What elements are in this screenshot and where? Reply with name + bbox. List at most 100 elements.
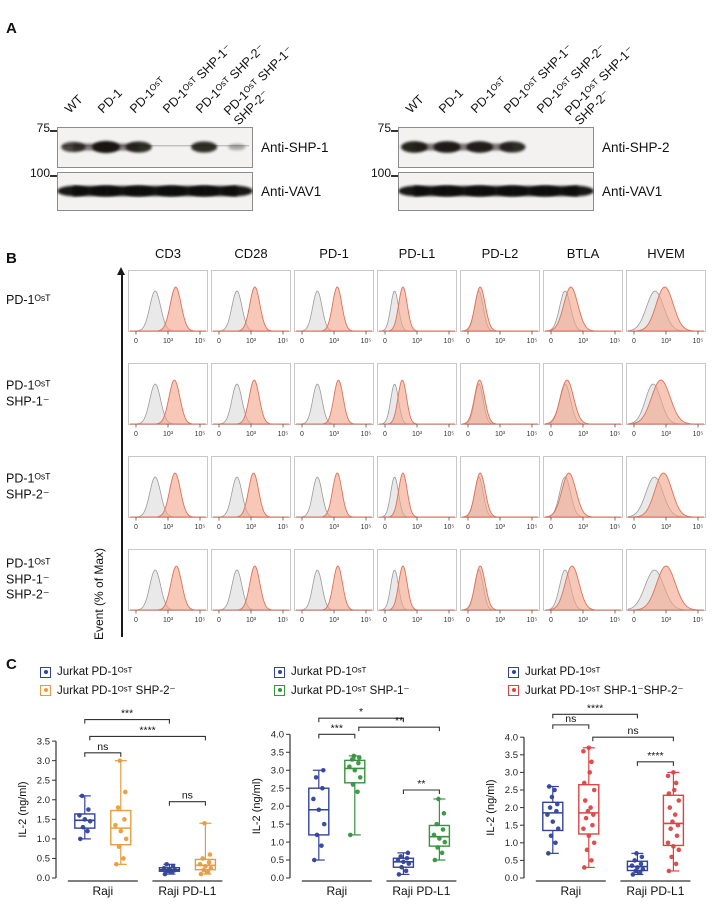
x-tick-label: 10³: [412, 338, 423, 345]
data-point: [440, 827, 446, 832]
data-point: [673, 861, 679, 867]
x-tick-label: 10³: [246, 338, 257, 345]
y-tick-label: 3.0: [505, 768, 518, 779]
row-label: PD-1ᴼˢᵀ SHP-2⁻: [6, 471, 51, 501]
x-tick-label: 0: [466, 338, 470, 345]
column-header-pd-l1: PD-L1: [398, 246, 436, 261]
x-tick-label: 10³: [495, 431, 506, 438]
x-tick-label: 10⁵: [444, 524, 455, 531]
blot-membrane: [398, 127, 594, 211]
sample-histogram: [213, 565, 289, 611]
data-point: [86, 807, 91, 812]
data-point: [667, 805, 673, 810]
data-point: [201, 867, 206, 873]
x-tick-label: 0: [300, 524, 304, 531]
x-tick-label: 0: [300, 617, 304, 624]
data-point: [118, 828, 124, 834]
x-tick-label: 10³: [329, 617, 340, 624]
x-group-label: Raji: [92, 884, 113, 898]
x-tick-label: 10³: [578, 524, 589, 531]
x-tick-label: 0: [300, 431, 304, 438]
x-tick-label: 0: [466, 617, 470, 624]
x-tick-label: 0: [632, 338, 636, 345]
data-point: [198, 871, 204, 877]
legend-label: Jurkat PD-1ᴼˢᵀ: [57, 666, 133, 678]
sample-histogram: [545, 565, 621, 611]
data-point: [635, 865, 640, 870]
data-point: [348, 832, 353, 838]
y-tick-label: 1.0: [271, 837, 284, 848]
y-tick-label: 1.0: [505, 838, 518, 849]
x-tick-label: 0: [134, 431, 138, 438]
sample-histogram: [130, 379, 206, 425]
sample-histogram: [628, 565, 704, 611]
significance-bracket: [84, 719, 170, 724]
data-point: [207, 852, 213, 857]
sample-histogram: [544, 472, 621, 518]
data-point: [640, 866, 646, 872]
x-tick-label: 10³: [661, 338, 672, 345]
blot-band-bridge: [138, 186, 172, 196]
data-point: [437, 836, 442, 841]
mw-marker-bottom: 100: [29, 166, 50, 180]
x-tick-label: 10³: [246, 524, 257, 531]
x-tick-label: 0: [549, 524, 553, 531]
y-tick-label: 1.5: [271, 819, 284, 830]
legend-marker-icon: [508, 684, 519, 696]
significance-label: ns: [97, 741, 108, 753]
data-point: [202, 820, 207, 826]
hist-pd-l2-row4: 0 10³ 10⁵: [460, 549, 540, 624]
hist-cd3-row2: 0 10³ 10⁵: [128, 363, 208, 438]
boxplot-3: 0.0 0.5 1.0 1.5 2.0 2.5 3.0 3.5 4.0 IL-2 (ng/ml) R…: [485, 702, 691, 898]
antibody-label-top: Anti-SHP-1: [261, 140, 329, 155]
blot-band-bridge: [512, 186, 546, 196]
x-tick-label: 10³: [246, 617, 257, 624]
significance-label: ***: [331, 722, 343, 734]
mw-marker-bottom: 100: [370, 166, 391, 180]
data-point: [117, 758, 123, 763]
blot-band-bridge: [106, 143, 139, 151]
column-header-cd3: CD3: [154, 246, 181, 261]
blot-band-bridge: [447, 143, 480, 151]
legend-label: Jurkat PD-1ᴼˢᵀ: [525, 666, 601, 678]
column-header-hvem: HVEM: [647, 246, 685, 261]
sample-histogram: [379, 472, 455, 518]
data-point: [316, 807, 322, 813]
y-tick-label: 0.0: [271, 873, 284, 884]
sample-histogram: [379, 286, 455, 332]
data-point: [431, 832, 437, 838]
data-point: [589, 858, 594, 863]
data-point: [584, 847, 590, 853]
x-tick-label: 10³: [329, 524, 340, 531]
x-tick-label: 0: [549, 617, 553, 624]
sample-histogram: [296, 472, 372, 518]
hist-cd28-row4: 0 10³ 10⁵: [211, 549, 291, 624]
sample-histogram: [628, 472, 704, 518]
x-tick-label: 10³: [495, 524, 506, 531]
hist-hvem-row3: 0 10³ 10⁵: [626, 456, 706, 531]
hist-btla-row1: 0 10³ 10⁵: [543, 270, 623, 345]
data-point: [312, 857, 317, 863]
mw-tick: [50, 175, 57, 177]
data-point: [351, 753, 357, 759]
x-tick-label: 10⁵: [278, 524, 289, 531]
data-point: [311, 796, 316, 802]
x-tick-label: 0: [217, 524, 221, 531]
mw-tick: [391, 175, 398, 177]
hist-hvem-row2: 0 10³ 10⁵: [626, 363, 706, 438]
significance-label: ****: [647, 750, 663, 762]
data-point: [633, 868, 638, 874]
x-group-label: Raji PD-L1: [158, 884, 216, 898]
y-tick-label: 3.0: [271, 765, 284, 776]
x-tick-label: 10⁵: [444, 431, 455, 438]
x-tick-label: 0: [549, 338, 553, 345]
significance-label: ns: [182, 790, 193, 802]
blot-band-bridge: [414, 143, 447, 151]
sample-histogram: [379, 379, 455, 425]
x-tick-label: 10⁵: [444, 617, 455, 624]
data-point: [395, 857, 401, 863]
data-point: [170, 863, 176, 869]
legend-marker-icon: [508, 666, 519, 678]
